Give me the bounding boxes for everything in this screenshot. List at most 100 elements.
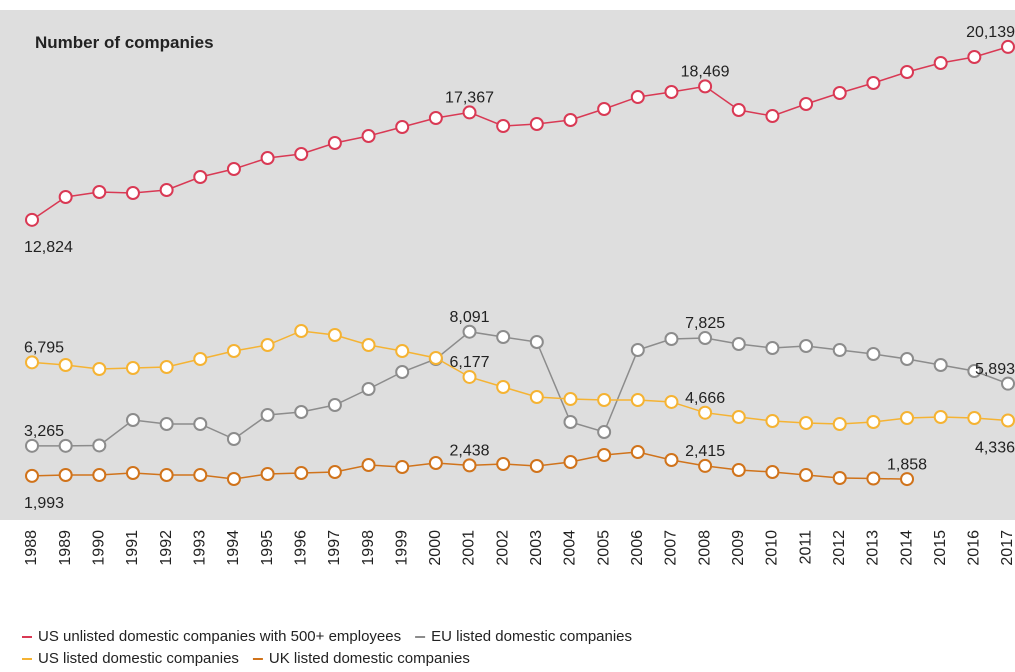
data-point — [496, 329, 511, 344]
data-label: 6,795 — [24, 340, 64, 357]
data-point — [496, 119, 511, 134]
data-point — [967, 363, 982, 378]
data-point — [731, 336, 746, 351]
data-point — [765, 340, 780, 355]
x-tick-label: 2017 — [999, 530, 1015, 566]
data-point — [529, 335, 544, 350]
data-point — [92, 438, 107, 453]
data-point — [125, 360, 140, 375]
x-tick-label: 1998 — [360, 530, 377, 566]
data-label: 7,825 — [685, 315, 725, 332]
data-point — [260, 338, 275, 353]
data-point — [428, 456, 443, 471]
data-point — [597, 425, 612, 440]
data-point — [597, 102, 612, 117]
data-point — [832, 416, 847, 431]
x-tick-label: 2008 — [696, 530, 713, 566]
data-point — [462, 369, 477, 384]
data-point — [92, 185, 107, 200]
data-point — [92, 468, 107, 483]
data-point — [327, 465, 342, 480]
data-point — [731, 409, 746, 424]
data-point — [900, 410, 915, 425]
x-tick-label: 2003 — [528, 530, 545, 566]
data-point — [496, 456, 511, 471]
data-label: 20,139 — [966, 24, 1015, 41]
x-tick-label: 2011 — [797, 530, 814, 565]
data-point — [193, 169, 208, 184]
data-point — [159, 359, 174, 374]
x-tick-label: 1989 — [57, 530, 74, 566]
data-point — [731, 462, 746, 477]
data-point — [664, 85, 679, 100]
data-point — [496, 379, 511, 394]
x-tick-label: 1996 — [292, 530, 309, 566]
data-point — [832, 471, 847, 486]
data-point — [664, 452, 679, 467]
data-point — [765, 413, 780, 428]
data-point — [395, 459, 410, 474]
data-point — [1001, 376, 1015, 391]
data-point — [428, 110, 443, 125]
data-point — [58, 189, 73, 204]
data-point — [395, 119, 410, 134]
x-tick-label: 2005 — [595, 530, 612, 566]
data-point — [125, 186, 140, 201]
data-point — [462, 105, 477, 120]
data-point — [765, 465, 780, 480]
data-label: 12,824 — [24, 239, 73, 256]
data-point — [1001, 39, 1015, 54]
data-point — [799, 416, 814, 431]
data-point — [193, 468, 208, 483]
x-tick-label: 2009 — [730, 530, 747, 566]
data-point — [967, 410, 982, 425]
data-point — [832, 86, 847, 101]
data-label: 6,177 — [449, 354, 489, 371]
data-point — [226, 162, 241, 177]
x-tick-label: 2007 — [663, 530, 680, 566]
data-point — [25, 438, 39, 453]
legend-label: US unlisted domestic companies with 500+… — [38, 628, 401, 645]
x-tick-label: 2004 — [562, 530, 579, 566]
data-point — [529, 389, 544, 404]
x-tick-label: 1995 — [259, 530, 276, 566]
data-point — [58, 468, 73, 483]
data-label: 5,893 — [975, 361, 1015, 378]
data-point — [866, 346, 881, 361]
data-point — [294, 466, 309, 481]
data-point — [327, 398, 342, 413]
data-point — [799, 468, 814, 483]
data-point — [664, 332, 679, 347]
data-point — [361, 129, 376, 144]
data-point — [462, 324, 477, 339]
data-point — [900, 65, 915, 80]
data-point — [361, 338, 376, 353]
data-point — [193, 416, 208, 431]
data-point — [698, 79, 713, 94]
data-point — [967, 49, 982, 64]
data-point — [260, 408, 275, 423]
data-point — [900, 352, 915, 367]
data-point — [260, 466, 275, 481]
data-point — [698, 458, 713, 473]
data-label: 17,367 — [445, 90, 494, 107]
data-point — [933, 409, 948, 424]
chart-title: Number of companies — [35, 33, 214, 52]
data-point — [25, 355, 39, 370]
data-label: 2,438 — [449, 443, 489, 460]
x-tick-label: 1999 — [393, 530, 410, 566]
data-point — [294, 323, 309, 338]
data-point — [563, 415, 578, 430]
data-point — [933, 358, 948, 373]
data-point — [1001, 413, 1015, 428]
x-tick-label: 2015 — [932, 530, 949, 566]
data-label: 1,993 — [24, 495, 64, 512]
data-point — [664, 394, 679, 409]
data-point — [428, 350, 443, 365]
data-point — [698, 405, 713, 420]
data-point — [327, 328, 342, 343]
data-point — [260, 150, 275, 165]
data-point — [866, 471, 881, 486]
legend-label: US listed domestic companies — [38, 650, 239, 667]
